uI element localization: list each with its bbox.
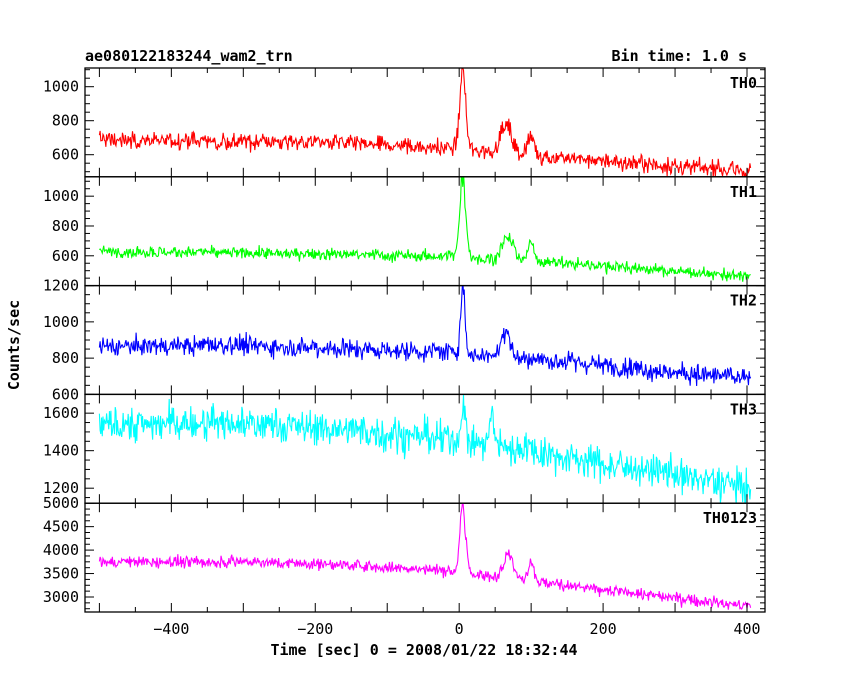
panel-label-th1: TH1	[730, 183, 757, 201]
y-tick-label: 4500	[43, 518, 79, 536]
y-axis-label: Counts/sec	[5, 300, 23, 390]
y-tick-label: 1600	[43, 404, 79, 422]
panel-frame	[84, 67, 766, 178]
x-tick-label: −400	[153, 620, 189, 638]
panel-th0: 600 800 1000 TH0	[43, 67, 766, 178]
y-tick-label: 1200	[43, 479, 79, 497]
panel-label-th0123: TH0123	[703, 509, 757, 527]
y-tick-label: 1000	[43, 187, 79, 205]
x-tick-label: 200	[590, 620, 617, 638]
y-tick-label: 4000	[43, 541, 79, 559]
x-axis-label: Time [sec] 0 = 2008/01/22 18:32:44	[270, 641, 577, 659]
y-tick-label: 3500	[43, 565, 79, 583]
x-tick-label: −200	[297, 620, 333, 638]
x-tick-label: 0	[455, 620, 464, 638]
panel-frame	[84, 502, 766, 613]
series-line-th2	[98, 285, 752, 387]
panel-frame	[84, 393, 766, 504]
panel-th1: 600 800 1000 TH1	[43, 176, 766, 287]
panel-th2: 600 800 1000 1200 TH2	[43, 277, 766, 403]
y-tick-label: 600	[52, 146, 79, 164]
panels-group: 600 800 1000 TH0 600 800 1000 TH1 600 800 1000 1200…	[43, 67, 766, 638]
y-tick-label: 3000	[43, 588, 79, 606]
series-line-th0123	[98, 503, 752, 610]
series-line-th0	[98, 68, 752, 177]
panel-label-th0: TH0	[730, 74, 757, 92]
series-line-th3	[98, 394, 752, 504]
y-tick-label: 1400	[43, 442, 79, 460]
series-line-th1	[98, 176, 751, 282]
x-tick-label: 400	[733, 620, 760, 638]
y-tick-label: 1200	[43, 277, 79, 295]
y-tick-label: 800	[52, 217, 79, 235]
panel-th0123: 3000 3500 4000 4500 5000 TH0123	[43, 494, 766, 613]
y-tick-label: 600	[52, 247, 79, 265]
y-tick-label: 5000	[43, 494, 79, 512]
bin-time-label: Bin time: 1.0 s	[612, 47, 747, 65]
y-tick-label: 800	[52, 112, 79, 130]
panel-label-th2: TH2	[730, 292, 757, 310]
y-tick-label: 600	[52, 385, 79, 403]
y-tick-label: 800	[52, 349, 79, 367]
panel-label-th3: TH3	[730, 400, 757, 418]
chart-title: ae080122183244_wam2_trn	[85, 47, 293, 65]
y-tick-label: 1000	[43, 313, 79, 331]
y-tick-label: 1000	[43, 78, 79, 96]
panel-th3: 1200 1400 1600 TH3	[43, 393, 766, 504]
